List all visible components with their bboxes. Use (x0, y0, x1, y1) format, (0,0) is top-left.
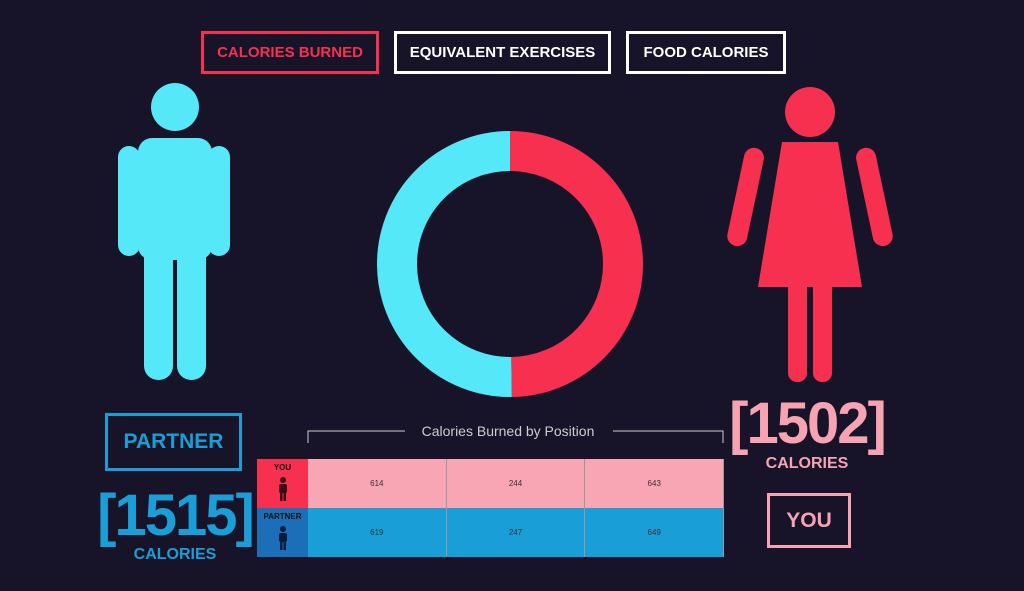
tab[interactable]: FOOD CALORIES (626, 31, 786, 74)
cell: 614 (308, 459, 447, 508)
cell: 643 (585, 459, 725, 508)
cell: 244 (446, 459, 586, 508)
partner-unit: CALORIES (133, 546, 217, 563)
donut (377, 131, 644, 397)
tab[interactable]: CALORIES BURNED (201, 31, 379, 74)
cell: 649 (585, 508, 725, 557)
partner-arc (377, 131, 512, 397)
row-icon (279, 477, 287, 501)
table-title: Calories Burned by Position (422, 423, 595, 439)
table: YOU 614 244 643 PARTNER 619 247 649 (257, 459, 725, 557)
bracket (307, 430, 724, 443)
you-unit: CALORIES (765, 455, 849, 472)
you-arc (509, 131, 644, 397)
you-figure (727, 87, 893, 382)
tab[interactable]: EQUIVALENT EXERCISES (394, 31, 611, 74)
cell: 619 (308, 508, 447, 557)
partner-calories: [1515] (97, 483, 255, 548)
row-icon (279, 526, 287, 550)
you-calories: [1502] (729, 391, 887, 456)
cell: 247 (446, 508, 586, 557)
you-button[interactable]: YOU (767, 493, 851, 548)
row-label: PARTNER (257, 508, 308, 557)
partner-button[interactable]: PARTNER (105, 413, 242, 471)
row-label: YOU (257, 459, 308, 508)
partner-figure (118, 83, 230, 380)
